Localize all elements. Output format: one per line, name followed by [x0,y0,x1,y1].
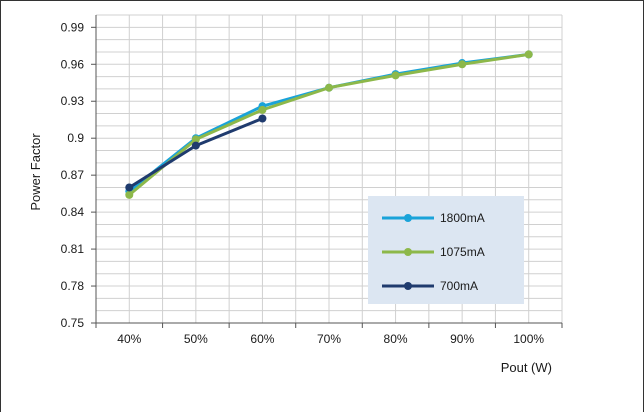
legend-marker-1075mA [404,248,412,256]
x-tick-label: 60% [250,332,274,346]
y-tick-label: 0.99 [61,20,85,34]
x-tick-label: 50% [184,332,208,346]
y-tick-label: 0.9 [67,131,84,145]
y-tick-label: 0.75 [61,316,85,330]
data-point-700mA [258,114,267,123]
y-axis-label: Power Factor [28,133,43,211]
x-tick-label: 90% [450,332,474,346]
y-tick-label: 0.87 [61,168,85,182]
x-tick-label: 70% [317,332,341,346]
x-tick-label: 80% [384,332,408,346]
data-point-1075mA [391,71,400,80]
series-lines [125,50,533,199]
data-point-1075mA [325,83,333,92]
legend-label-1800mA: 1800mA [440,211,485,225]
y-tick-label: 0.96 [61,57,85,71]
y-tick-label: 0.93 [61,94,85,108]
legend: 1800mA 1075mA 700mA [368,196,524,304]
x-tick-label: 40% [117,332,141,346]
y-tick-label: 0.81 [61,242,85,256]
y-tick-label: 0.78 [61,279,85,293]
legend-label-700mA: 700mA [440,279,478,293]
data-point-1075mA [458,60,467,69]
legend-marker-1800mA [404,214,412,222]
data-point-1075mA [191,135,200,144]
data-point-1075mA [524,50,533,59]
axes: 0.75 0.78 0.81 0.84 0.87 0.9 0.93 0.96 0.99 40% 50… [61,15,563,346]
x-tick-label: 100% [513,332,544,346]
y-tick-label: 0.84 [61,205,85,219]
data-point-700mA [125,183,134,192]
data-point-700mA [191,141,200,150]
data-point-1075mA [258,105,267,114]
legend-label-1075mA: 1075mA [440,245,485,259]
data-point-1075mA [125,190,134,199]
x-axis-label: Pout (W) [501,360,552,375]
legend-marker-700mA [404,282,412,290]
